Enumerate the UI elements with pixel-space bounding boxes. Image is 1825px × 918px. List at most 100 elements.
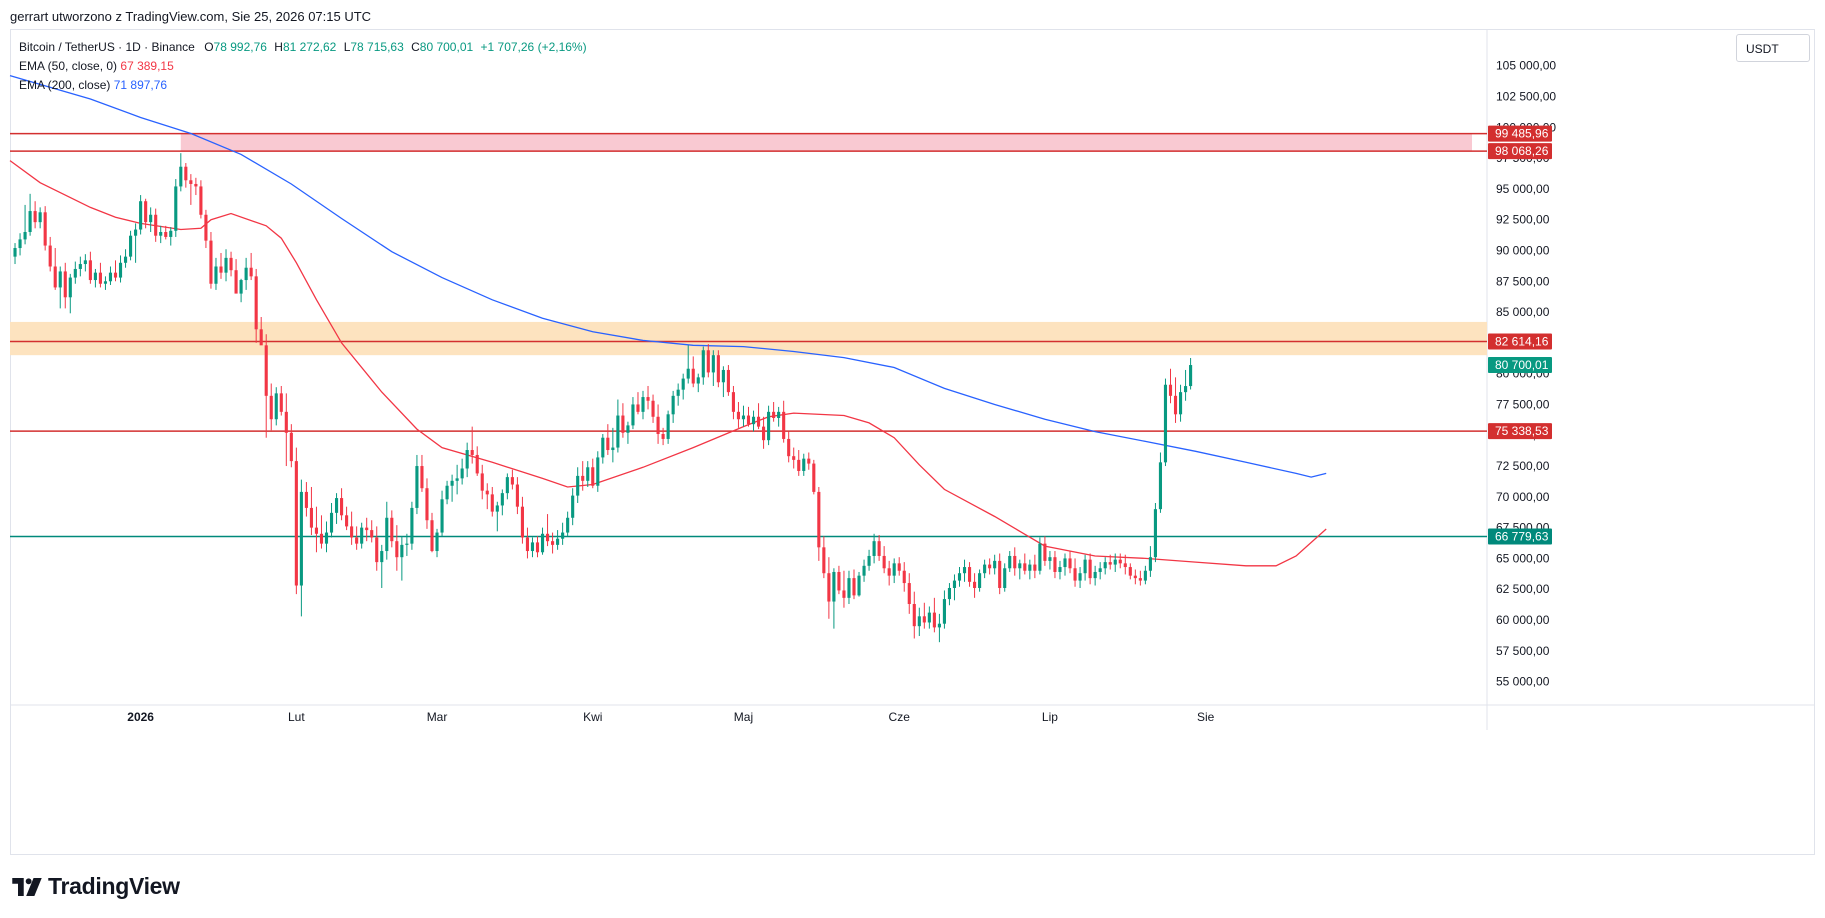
candle-body (1184, 386, 1188, 393)
candle-body (862, 565, 866, 576)
candle-body (299, 491, 303, 586)
candle-body (827, 573, 831, 602)
mid-resistance-zone (10, 321, 1487, 356)
candle-body (345, 515, 349, 527)
candle-body (736, 411, 741, 420)
legend-ema200-row[interactable]: EMA (200, close) 71 897,76 (19, 76, 587, 95)
candle-body (842, 590, 846, 598)
candle-body (967, 567, 972, 582)
candle-body (691, 368, 695, 384)
candle-body (164, 232, 168, 237)
candle-body (1068, 558, 1072, 569)
candle-body (420, 466, 424, 489)
candle-body (551, 541, 555, 545)
candle-body (400, 544, 404, 558)
legend-close-value: 80 700,01 (419, 40, 474, 54)
level-price-tag-4-text: 66 779,63 (1495, 530, 1549, 544)
candle-body (957, 573, 962, 581)
candle-body (792, 456, 796, 460)
candle-body (962, 567, 967, 574)
level-price-tag-3-bg (1488, 423, 1552, 440)
candle-body (1158, 462, 1163, 510)
y-tick-label: 90 000,00 (1496, 243, 1550, 257)
candle-body (1093, 571, 1097, 579)
candle-body (435, 532, 439, 552)
candle-body (606, 437, 610, 451)
tradingview-brand: TradingView (12, 873, 180, 900)
candle-body (556, 538, 560, 545)
candle-body (284, 411, 288, 433)
candle-body (561, 532, 565, 539)
y-tick-label: 57 500,00 (1496, 644, 1550, 658)
candle-body (927, 612, 931, 623)
y-tick-label: 70 000,00 (1496, 490, 1550, 504)
candle-body (199, 186, 203, 215)
level-price-tag-4-bg (1488, 528, 1552, 545)
candle-body (1108, 562, 1112, 565)
candle-body (48, 245, 52, 267)
legend-ema50-row[interactable]: EMA (50, close, 0) 67 389,15 (19, 57, 587, 76)
candle-body (581, 475, 585, 481)
legend-low-label: L (343, 40, 351, 54)
candle-body (144, 201, 148, 223)
candle-body (666, 414, 670, 439)
legend-open-value: 78 992,76 (213, 40, 267, 54)
candle-body (314, 527, 319, 534)
legend-high-label: H (274, 40, 283, 54)
candle-body (711, 355, 715, 373)
candle-body (108, 272, 113, 282)
candle-body (1178, 392, 1183, 415)
candle-body (375, 537, 379, 563)
candle-body (1189, 365, 1193, 387)
candle-body (460, 468, 464, 479)
candle-body (852, 578, 856, 596)
level-price-tag-2-bg (1488, 333, 1552, 350)
candle-body (58, 271, 62, 288)
legend-change-value: +1 707,26 (+2,16%) (480, 40, 587, 54)
candle-body (28, 211, 32, 233)
candle-body (571, 495, 575, 518)
candle-body (485, 490, 489, 495)
ema200-line (9, 74, 1327, 478)
candle-body (832, 571, 836, 602)
candle-body (751, 416, 756, 425)
candle-body (897, 563, 901, 571)
candle-body (1003, 568, 1007, 588)
candle-body (676, 389, 680, 396)
currency-selector-button[interactable]: USDT (1736, 34, 1810, 62)
candle-body (1123, 563, 1127, 568)
legend-symbol[interactable]: Bitcoin / TetherUS · 1D · Binance (19, 40, 195, 54)
candle-body (1173, 395, 1178, 415)
candle-body (1058, 567, 1062, 572)
candle-body (239, 280, 243, 294)
chart-legend: Bitcoin / TetherUS · 1D · Binance O78 99… (19, 38, 587, 95)
candle-body (329, 512, 334, 533)
candle-body (244, 267, 248, 281)
candle-body (395, 541, 399, 558)
candle-body (103, 281, 108, 284)
candle-body (139, 201, 143, 230)
candle-body (601, 437, 605, 458)
candle-body (651, 400, 655, 417)
candle-body (495, 505, 499, 512)
candle-body (134, 229, 138, 236)
candle-body (340, 498, 344, 516)
candle-body (545, 533, 550, 542)
candle-body (154, 214, 158, 236)
candle-body (73, 268, 77, 278)
candle-body (1103, 562, 1107, 569)
candle-body (33, 211, 37, 223)
candle-body (229, 257, 233, 271)
candle-body (405, 543, 409, 545)
candle-body (671, 395, 675, 415)
candle-body (917, 616, 921, 627)
candle-body (1138, 578, 1142, 581)
candle-body (1143, 570, 1147, 581)
candle-body (892, 563, 896, 576)
candle-body (817, 491, 821, 548)
candle-body (269, 395, 273, 420)
candle-body (465, 450, 469, 469)
y-tick-label: 95 000,00 (1496, 182, 1550, 196)
candle-body (279, 393, 283, 412)
